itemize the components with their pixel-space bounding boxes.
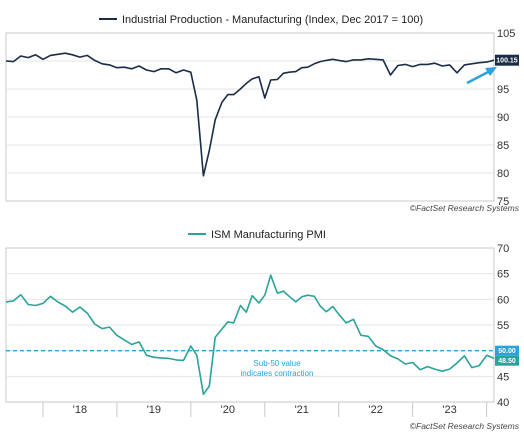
top-y-tick-label: 90	[497, 112, 509, 124]
bottom-y-tick-label: 65	[497, 269, 509, 281]
bottom-y-tick-label: 45	[497, 371, 509, 383]
bottom-series-line	[5, 274, 495, 396]
bottom-y-tick-labels: 40455055606570	[497, 243, 509, 409]
x-tick-label: '22	[369, 404, 383, 416]
bottom-end-value-text: 48.50	[498, 358, 516, 365]
top-y-tick-label: 80	[497, 168, 509, 180]
arrow-head-icon	[485, 67, 497, 76]
top-legend-label: Industrial Production - Manufacturing (I…	[122, 14, 423, 26]
arrow-shaft	[466, 69, 491, 85]
contraction-annotation: Sub-50 value indicates contraction	[241, 359, 314, 378]
bottom-series	[5, 274, 495, 396]
x-tick-label: '21	[295, 404, 309, 416]
top-y-tick-label: 105	[497, 28, 515, 40]
upward-arrow	[466, 67, 497, 85]
bottom-gridlines	[6, 273, 494, 377]
bottom-x-tick-labels: '18 '19 '20 '21 '22 '23	[42, 402, 488, 417]
top-series	[5, 52, 495, 177]
top-legend: Industrial Production - Manufacturing (I…	[99, 14, 423, 26]
bottom-legend-label: ISM Manufacturing PMI	[211, 229, 326, 241]
top-y-tick-label: 95	[497, 84, 509, 96]
top-series-line	[5, 52, 495, 177]
annotation-line-1: Sub-50 value	[253, 359, 301, 368]
bottom-legend: ISM Manufacturing PMI	[188, 229, 326, 241]
bottom-source-credit: ©FactSet Research Systems	[410, 421, 520, 431]
bottom-y-tick-label: 55	[497, 320, 509, 332]
x-tick-label: '23	[442, 404, 456, 416]
top-gridlines	[6, 60, 494, 174]
top-end-value-bg	[495, 54, 519, 66]
top-end-value-text: 100.15	[496, 58, 518, 65]
top-y-tick-label: 75	[497, 196, 509, 208]
top-panel: 7580859095100105 Industrial Production -…	[5, 14, 520, 213]
bottom-end-value-bg	[495, 355, 519, 366]
top-y-tick-label: 85	[497, 140, 509, 152]
reference-value-text: 50.00	[498, 348, 516, 355]
x-tick-label: '18	[73, 404, 87, 416]
reference-value-bg	[495, 345, 519, 356]
annotation-line-2: indicates contraction	[241, 369, 314, 378]
bottom-panel: 40455055606570 '18'19'20'21'22'23 ISM Ma…	[5, 229, 520, 431]
x-tick-label: '20	[221, 404, 235, 416]
bottom-y-tick-label: 60	[497, 294, 509, 306]
x-tick-label: '19	[147, 404, 161, 416]
top-end-value-badge: 100.15	[495, 54, 519, 66]
bottom-end-value-badge: 48.50	[495, 355, 519, 366]
top-source-credit: ©FactSet Research Systems	[410, 203, 520, 213]
reference-value-badge: 50.00	[495, 345, 519, 356]
bottom-y-tick-label: 40	[497, 397, 509, 409]
bottom-y-tick-label: 70	[497, 243, 509, 255]
